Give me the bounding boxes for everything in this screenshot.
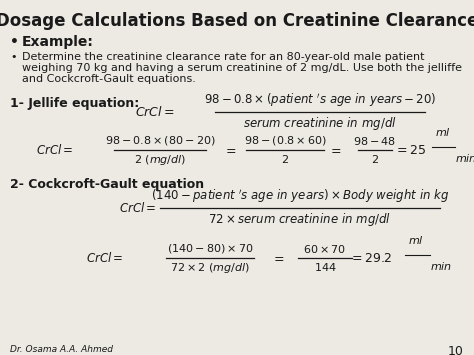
Text: •: • (10, 35, 19, 49)
Text: $CrCl=$: $CrCl=$ (135, 105, 175, 119)
Text: $(140-80)\times70$: $(140-80)\times70$ (167, 242, 254, 255)
Text: Determine the creatinine clearance rate for an 80-year-old male patient: Determine the creatinine clearance rate … (22, 52, 425, 62)
Text: $144$: $144$ (314, 261, 337, 273)
Text: Dosage Calculations Based on Creatinine Clearance: Dosage Calculations Based on Creatinine … (0, 12, 474, 30)
Text: $2$: $2$ (281, 153, 289, 165)
Text: $CrCl=$: $CrCl=$ (36, 143, 74, 157)
Text: $2$: $2$ (371, 153, 379, 165)
Text: $(140-patient\ 's\ age\ in\ years)\times Body\ weight\ in\ kg$: $(140-patient\ 's\ age\ in\ years)\times… (151, 187, 449, 205)
Text: $=25$: $=25$ (394, 143, 426, 157)
Text: 1- Jellife equation:: 1- Jellife equation: (10, 97, 139, 110)
Text: $=29.2$: $=29.2$ (348, 251, 392, 264)
Text: $=$: $=$ (328, 143, 342, 157)
Text: $72\times serum\ creatinine\ in\ mg/dl$: $72\times serum\ creatinine\ in\ mg/dl$ (209, 211, 392, 228)
Text: $72\times2\ (mg/dl)$: $72\times2\ (mg/dl)$ (170, 261, 250, 275)
Text: $min$: $min$ (455, 152, 474, 164)
Text: $60\times70$: $60\times70$ (303, 243, 346, 255)
Text: $98-(0.8\times60)$: $98-(0.8\times60)$ (244, 134, 327, 147)
Text: $ml$: $ml$ (408, 234, 424, 246)
Text: $98-0.8\times(patient\ 's\ age\ in\ years-20)$: $98-0.8\times(patient\ 's\ age\ in\ year… (204, 92, 436, 109)
Text: Example:: Example: (22, 35, 94, 49)
Text: Dr. Osama A.A. Ahmed: Dr. Osama A.A. Ahmed (10, 345, 113, 354)
Text: $98-48$: $98-48$ (354, 135, 397, 147)
Text: $=$: $=$ (223, 143, 237, 157)
Text: 10: 10 (448, 345, 464, 355)
Text: and Cockcroft-Gault equations.: and Cockcroft-Gault equations. (22, 74, 196, 84)
Text: $min$: $min$ (430, 260, 452, 272)
Text: $ml$: $ml$ (435, 126, 451, 138)
Text: weighing 70 kg and having a serum creatinine of 2 mg/dL. Use both the jelliffe: weighing 70 kg and having a serum creati… (22, 63, 462, 73)
Text: $98-0.8\times(80-20)$: $98-0.8\times(80-20)$ (105, 134, 215, 147)
Text: $2\ (mg/dl)$: $2\ (mg/dl)$ (134, 153, 186, 167)
Text: $=$: $=$ (271, 251, 285, 264)
Text: $CrCl=$: $CrCl=$ (86, 251, 124, 265)
Text: 2- Cockcroft-Gault equation: 2- Cockcroft-Gault equation (10, 178, 204, 191)
Text: •: • (10, 52, 17, 62)
Text: $CrCl=$: $CrCl=$ (119, 201, 157, 215)
Text: $serum\ creatinine\ in\ mg/dl$: $serum\ creatinine\ in\ mg/dl$ (243, 115, 397, 132)
